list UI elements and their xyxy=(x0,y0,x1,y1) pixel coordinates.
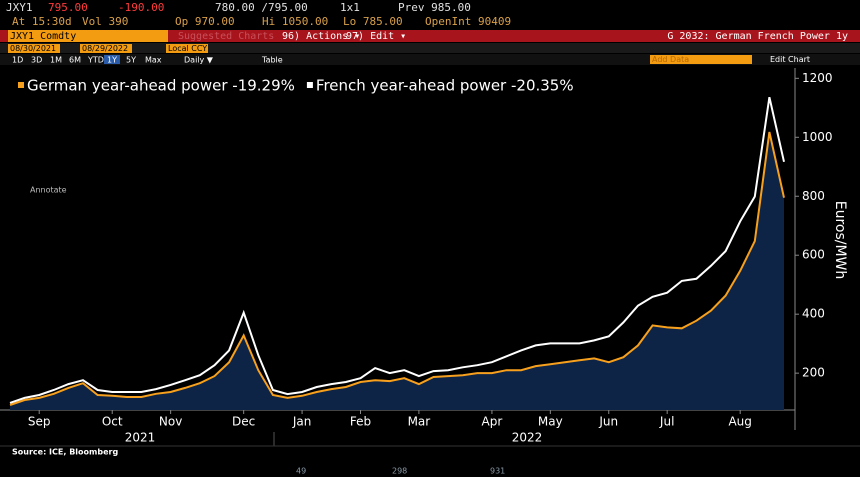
end-date-box[interactable] xyxy=(80,44,132,53)
table-button[interactable]: Table xyxy=(261,56,283,65)
date-bar xyxy=(0,43,860,53)
area xyxy=(10,132,784,410)
size: 1x1 xyxy=(340,1,360,14)
y-tick-label: 800 xyxy=(802,189,825,203)
period-selected xyxy=(104,55,120,64)
like-count[interactable]: 931 xyxy=(490,467,505,476)
legend-label: French year-ahead power -20.35% xyxy=(316,77,574,95)
volume: Vol 390 xyxy=(82,15,128,28)
start-date-box[interactable] xyxy=(8,44,60,53)
edit-chart[interactable]: Edit Chart xyxy=(770,55,810,64)
retweet-count[interactable]: 298 xyxy=(392,467,407,476)
security[interactable]: JXY1 Comdty xyxy=(10,31,76,42)
x-tick-label: Sep xyxy=(28,415,51,429)
line xyxy=(9,131,785,406)
y-tick-label: 600 xyxy=(802,248,825,262)
add-data-box[interactable] xyxy=(650,55,752,64)
y-tick-label: 200 xyxy=(802,366,825,380)
annotate[interactable]: Annotate xyxy=(30,186,67,195)
toolbar xyxy=(0,30,860,42)
time: At 15:30d xyxy=(12,15,72,28)
period-button[interactable]: YTD xyxy=(87,56,104,65)
low: Lo 785.00 xyxy=(343,15,403,28)
line xyxy=(9,96,785,404)
year-label: 2022 xyxy=(512,431,543,445)
x-tick-label: Jan xyxy=(292,415,312,429)
period-button[interactable]: 6M xyxy=(69,56,81,65)
legend-label: German year-ahead power -19.29% xyxy=(27,77,295,95)
end-date[interactable]: 08/29/2022 xyxy=(82,44,128,53)
last-price: 795.00 xyxy=(48,1,88,14)
suggested-charts[interactable]: Suggested Charts xyxy=(178,31,274,42)
high: Hi 1050.00 xyxy=(262,15,328,28)
x-tick-label: Nov xyxy=(159,415,182,429)
currency-box[interactable] xyxy=(166,44,208,53)
x-tick-label: Jul xyxy=(659,415,674,429)
open: Op 970.00 xyxy=(175,15,235,28)
start-date[interactable]: 08/30/2021 xyxy=(10,44,56,53)
period-button[interactable]: Max xyxy=(145,56,162,65)
period-button[interactable]: 5Y xyxy=(126,56,136,65)
y-axis-label: Euros/MWh xyxy=(832,201,848,280)
frequency[interactable]: Daily ▼ xyxy=(184,56,214,65)
period-button[interactable]: 1M xyxy=(50,56,62,65)
source: Source: ICE, Bloomberg xyxy=(12,448,118,457)
period-button[interactable]: 1Y xyxy=(107,56,117,65)
currency[interactable]: Local CCY xyxy=(168,44,207,53)
x-tick-label: Apr xyxy=(482,415,503,429)
period-button[interactable]: 3D xyxy=(31,56,42,65)
security-box[interactable] xyxy=(8,30,168,42)
x-tick-label: Jun xyxy=(598,415,618,429)
x-tick-label: Oct xyxy=(102,415,123,429)
x-tick-label: Dec xyxy=(232,415,255,429)
change: -190.00 xyxy=(118,1,164,14)
prev: Prev 985.00 xyxy=(398,1,471,14)
x-tick-label: Aug xyxy=(728,415,751,429)
actions-menu[interactable]: 96) Actions ▾ xyxy=(282,31,360,42)
legend-swatch xyxy=(18,82,24,88)
ticker: JXY1 xyxy=(6,1,33,14)
open-interest: OpenInt 90409 xyxy=(425,15,511,28)
y-tick-label: 400 xyxy=(802,307,825,321)
year-label: 2021 xyxy=(125,431,156,445)
bid-ask: 780.00 /795.00 xyxy=(215,1,308,14)
x-tick-label: May xyxy=(538,415,563,429)
periods: 1D 3D 1M 6M YTD 1Y 5Y Max xyxy=(12,55,162,65)
x-tick-label: Feb xyxy=(350,415,371,429)
chart-name: G 2032: German French Power 1y xyxy=(667,31,848,42)
reply-count[interactable]: 49 xyxy=(296,467,306,476)
x-tick-label: Mar xyxy=(408,415,431,429)
period-button[interactable]: 1D xyxy=(12,56,23,65)
y-tick-label: 1000 xyxy=(802,130,833,144)
edit-menu[interactable]: 97) Edit ▾ xyxy=(346,31,406,42)
add-data[interactable]: Add Data xyxy=(652,55,689,64)
period-bar xyxy=(0,54,860,65)
legend-swatch xyxy=(306,82,313,88)
y-tick-label: 1200 xyxy=(802,71,833,85)
